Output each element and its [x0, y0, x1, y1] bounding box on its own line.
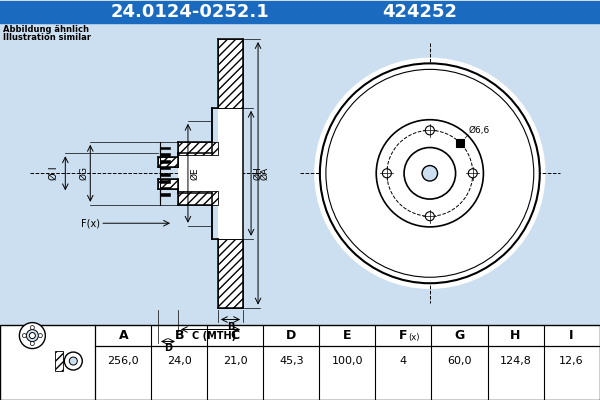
Text: 256,0: 256,0 [107, 356, 139, 366]
Bar [1, 325, 599, 400]
Text: 4: 4 [400, 356, 407, 366]
Text: ØE: ØE [190, 167, 199, 180]
Bar [158, 179, 178, 189]
Text: F: F [399, 329, 408, 342]
Circle shape [31, 342, 34, 346]
Bar [218, 39, 243, 108]
Bar [158, 157, 178, 167]
Text: 45,3: 45,3 [279, 356, 304, 366]
Circle shape [38, 334, 43, 338]
Text: ØG: ØG [79, 166, 88, 180]
Bar [456, 139, 464, 147]
Text: Ø I: Ø I [49, 166, 58, 180]
Bar [160, 167, 170, 169]
Text: D: D [164, 344, 172, 354]
Circle shape [425, 212, 434, 221]
Bar [160, 186, 170, 189]
Bar [160, 147, 170, 150]
Text: B: B [227, 322, 234, 332]
Bar [178, 191, 218, 205]
Circle shape [26, 330, 38, 342]
Bar [160, 193, 170, 196]
Bar [178, 153, 218, 193]
Bar [1, 0, 599, 22]
Circle shape [468, 169, 477, 178]
Text: Ø6,6: Ø6,6 [468, 126, 490, 135]
Text: 100,0: 100,0 [332, 356, 363, 366]
Text: 60,0: 60,0 [447, 356, 472, 366]
Circle shape [31, 326, 34, 330]
Circle shape [382, 169, 391, 178]
Text: ØA: ØA [260, 167, 269, 180]
Bar [55, 351, 64, 371]
Circle shape [404, 148, 455, 199]
Circle shape [64, 352, 82, 370]
Circle shape [326, 69, 534, 277]
Text: ØH: ØH [253, 166, 262, 180]
Bar [1, 22, 599, 325]
Bar [160, 154, 170, 156]
Text: 124,8: 124,8 [500, 356, 532, 366]
Text: C: C [231, 329, 240, 342]
Text: 12,6: 12,6 [559, 356, 584, 366]
Circle shape [70, 357, 77, 365]
Text: (x): (x) [409, 333, 420, 342]
Text: 24,0: 24,0 [167, 356, 192, 366]
Text: H: H [511, 329, 521, 342]
Circle shape [376, 120, 484, 227]
Text: C (MTH): C (MTH) [192, 332, 236, 342]
Bar [218, 239, 243, 308]
Bar [178, 142, 218, 155]
Bar [160, 160, 170, 163]
Text: B: B [175, 329, 184, 342]
Text: 424252: 424252 [382, 2, 457, 20]
Text: I: I [569, 329, 574, 342]
Text: Illustration similar: Illustration similar [4, 34, 91, 42]
Text: D: D [286, 329, 296, 342]
Bar [160, 173, 170, 176]
Circle shape [425, 126, 434, 135]
Circle shape [19, 323, 46, 348]
Text: A: A [118, 329, 128, 342]
Bar [160, 180, 170, 182]
Text: Abbildung ähnlich: Abbildung ähnlich [4, 26, 89, 34]
Circle shape [29, 332, 35, 338]
Bar [218, 108, 243, 239]
Circle shape [22, 334, 26, 338]
Circle shape [422, 166, 437, 181]
Text: G: G [454, 329, 464, 342]
Text: 21,0: 21,0 [223, 356, 248, 366]
Text: 24.0124-0252.1: 24.0124-0252.1 [111, 2, 269, 20]
Text: F(x): F(x) [81, 218, 100, 228]
Text: E: E [343, 329, 352, 342]
Circle shape [320, 63, 540, 283]
Circle shape [315, 58, 545, 288]
